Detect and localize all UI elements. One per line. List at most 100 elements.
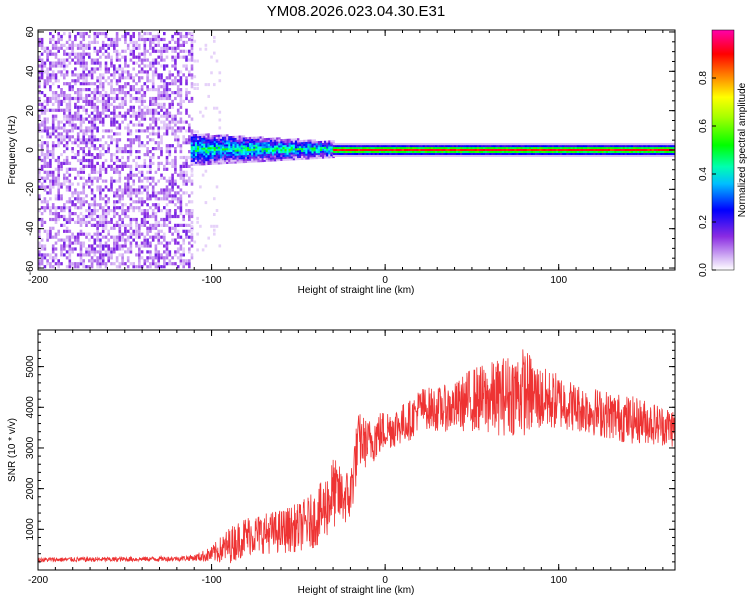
spectrogram-cell <box>190 76 194 80</box>
spectrogram-cell <box>76 88 80 92</box>
spectrogram-cell <box>96 67 99 71</box>
spectrogram-cell <box>470 143 473 146</box>
spectrogram-cell <box>88 153 91 157</box>
spectrogram-cell <box>574 149 578 151</box>
spectrogram-cell <box>90 141 94 145</box>
spectrogram-cell <box>362 145 365 148</box>
spectrogram-cell <box>263 157 266 160</box>
spectrogram-cell <box>113 262 116 266</box>
spectrogram-cell <box>366 147 369 149</box>
spectrogram-cell <box>51 96 55 101</box>
spectrogram-cell <box>464 145 467 148</box>
spectrogram-cell <box>129 85 133 89</box>
spectrogram-cell <box>54 144 58 148</box>
spectrogram-cell <box>118 105 122 109</box>
spectrogram-cell <box>149 64 152 68</box>
spectrogram-cell <box>249 136 252 140</box>
spectrogram-cell <box>190 200 194 204</box>
spectrogram-cell <box>129 170 133 174</box>
spectrogram-cell <box>138 244 141 248</box>
spectrogram-cell <box>190 55 194 59</box>
spectrogram-cell <box>135 88 138 92</box>
spectrogram-cell <box>485 154 488 157</box>
spectrogram-cell <box>215 224 219 228</box>
spectrogram-cell <box>96 223 99 227</box>
spectrogram-cell <box>154 88 158 92</box>
spectrogram-cell <box>68 182 72 186</box>
spectrogram-cell <box>393 154 396 157</box>
spectrogram-cell <box>460 147 463 149</box>
spectrogram-cell <box>163 123 166 127</box>
spectrogram-cell <box>505 153 509 155</box>
spectrogram-cell <box>431 149 434 151</box>
spectrogram-cell <box>65 179 69 183</box>
spectrogram-cell <box>560 151 563 153</box>
spectrogram-cell <box>387 151 390 153</box>
spectrogram-cell <box>458 149 461 151</box>
spectrogram-cell <box>232 143 235 146</box>
spectrogram-cell <box>224 136 227 139</box>
spectrogram-cell <box>194 149 198 152</box>
spectrogram-cell <box>218 71 222 75</box>
spectrogram-cell <box>124 185 127 189</box>
spectrogram-cell <box>101 197 105 201</box>
spectrogram-cell <box>88 138 91 142</box>
spectrogram-cell <box>104 93 108 98</box>
spectrogram-cell <box>74 188 77 192</box>
spectrogram-cell <box>151 188 155 192</box>
spectrogram-cell <box>341 151 344 153</box>
spectrogram-cell <box>265 155 269 158</box>
spectrogram-cell <box>174 191 177 195</box>
spectrogram-cell <box>192 138 196 141</box>
spectrogram-cell <box>163 91 166 95</box>
spectrogram-cell <box>121 191 124 195</box>
spectrogram-cell <box>286 146 289 149</box>
spectrogram-cell <box>201 157 204 160</box>
spectrogram-cell <box>38 229 41 233</box>
spectrogram-cell <box>135 40 138 44</box>
spectrogram-cell <box>46 203 49 207</box>
spectrogram-cell <box>190 140 194 143</box>
spectrogram-cell <box>160 173 163 177</box>
spectrogram-cell <box>303 157 306 160</box>
spectrogram-cell <box>643 147 646 149</box>
spectrogram-cell <box>90 214 94 219</box>
spectrogram-cell <box>226 150 229 153</box>
spectrogram-cell <box>362 153 365 155</box>
spectrogram-cell <box>487 145 490 148</box>
spectrogram-cell <box>572 154 575 157</box>
spectrogram-cell <box>568 151 571 153</box>
spectrogram-cell <box>104 91 108 95</box>
spectrogram-cell <box>104 64 108 68</box>
spectrogram-cell <box>99 138 102 142</box>
spectrogram-cell <box>65 64 69 68</box>
spectrogram-cell <box>151 226 155 230</box>
spectrogram-cell <box>110 43 113 47</box>
spectrogram-cell <box>643 153 646 155</box>
spectrogram-cell <box>236 151 239 154</box>
spectrogram-cell <box>118 64 122 68</box>
spectrogram-cell <box>199 149 202 152</box>
spectrogram-cell <box>38 173 41 177</box>
spectrogram-cell <box>222 150 225 153</box>
spectrogram-cell <box>38 253 41 257</box>
spectrogram-cell <box>480 143 484 146</box>
spectrogram-cell <box>286 148 289 151</box>
spectrogram-cell <box>118 200 122 204</box>
spectrogram-cell <box>90 70 94 74</box>
spectrogram-cell <box>190 152 194 155</box>
spectrogram-cell <box>38 250 41 254</box>
spectrogram-cell <box>113 191 116 195</box>
spectrogram-cell <box>185 34 188 39</box>
spectrogram-cell <box>622 147 625 149</box>
spectrogram-cell <box>505 151 509 153</box>
spectrogram-cell <box>478 154 482 157</box>
spectrogram-cell <box>255 154 258 157</box>
spectrogram-cell <box>185 91 188 95</box>
spectrogram-cell <box>151 209 155 213</box>
spectrogram-cell <box>143 262 147 266</box>
spectrogram-cell <box>65 147 69 151</box>
colorbar-tick-label: 0.6 <box>698 119 709 133</box>
spectrogram-cell <box>96 250 99 254</box>
